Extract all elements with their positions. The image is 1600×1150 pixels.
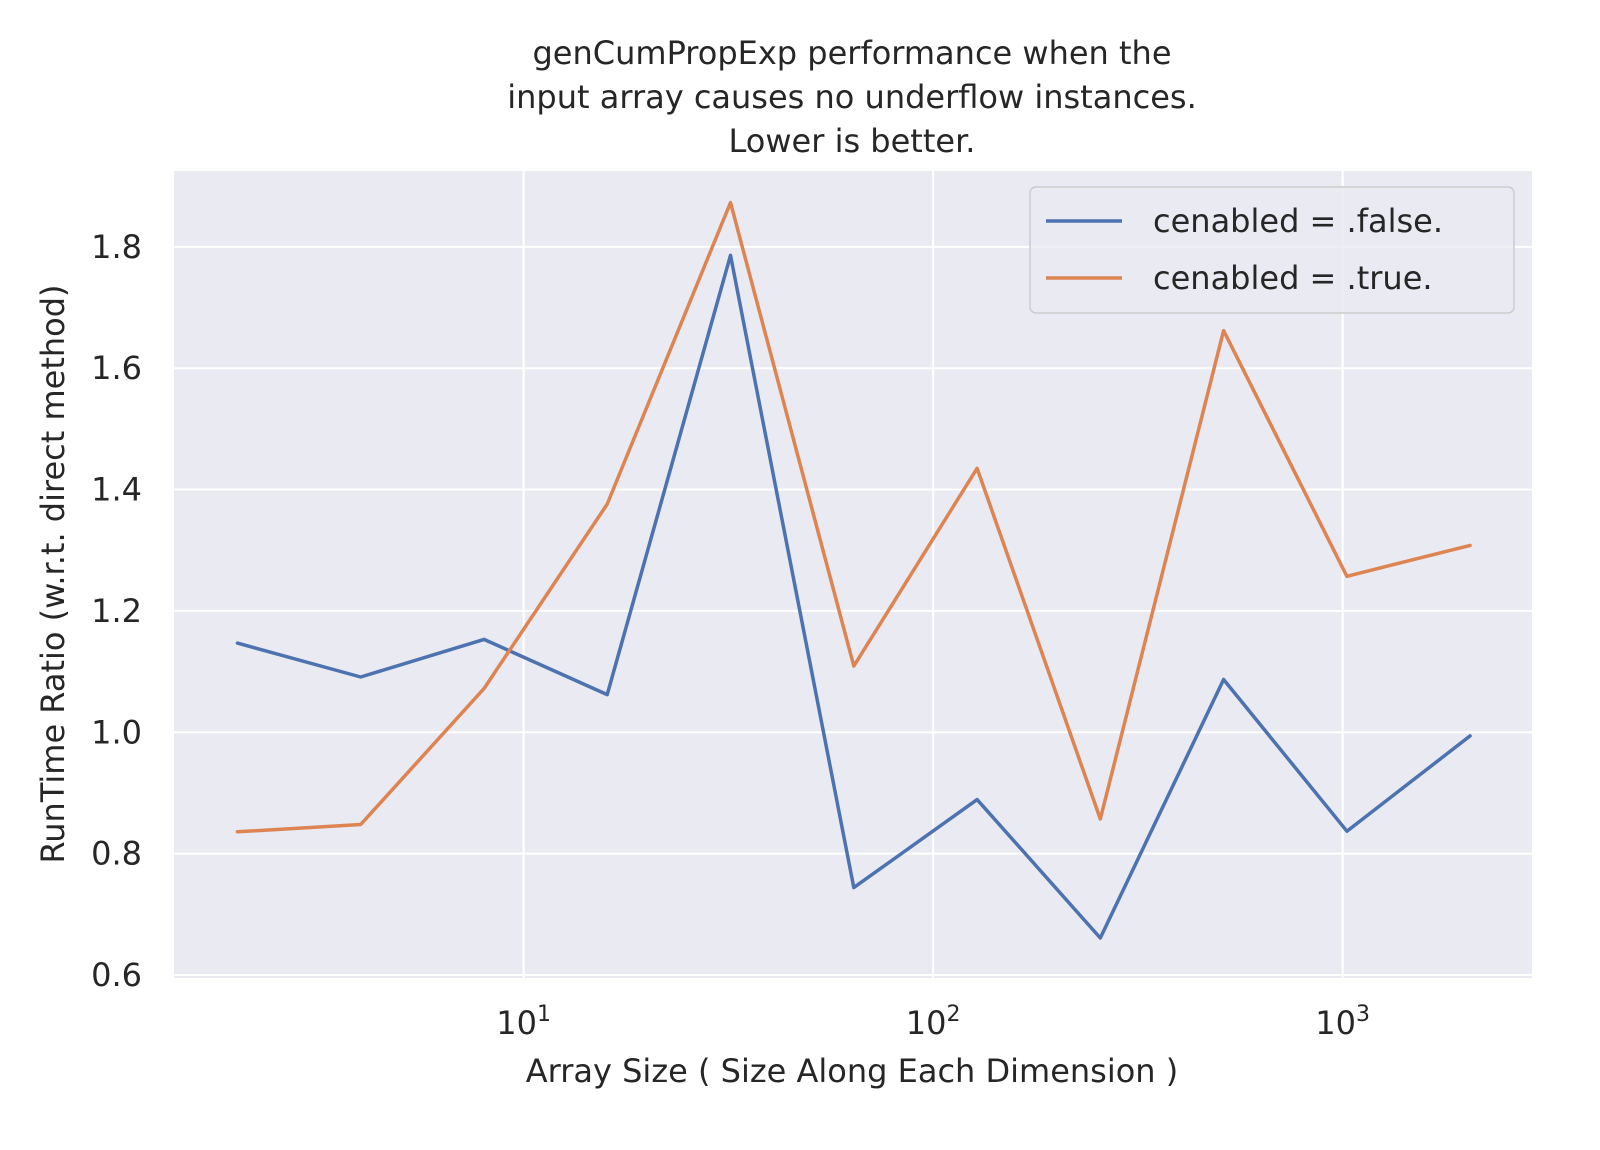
y-tick-label: 0.6	[91, 956, 142, 994]
y-axis-label: RunTime Ratio (w.r.t. direct method)	[34, 284, 72, 863]
y-tick-label: 0.8	[91, 835, 142, 873]
y-tick-label: 1.4	[91, 471, 142, 509]
y-tick-label: 1.2	[91, 592, 142, 630]
y-tick-label: 1.6	[91, 349, 142, 387]
x-axis-ticks: 101 102 103	[496, 1002, 1370, 1042]
y-tick-label: 1.8	[91, 228, 142, 266]
series-layer	[235, 200, 1472, 940]
title-line-1: genCumPropExp performance when the	[532, 34, 1171, 72]
chart-title: genCumPropExp performance when the input…	[507, 34, 1196, 160]
series-line-2	[235, 200, 1472, 834]
legend: cenabled = .false. cenabled = .true.	[1029, 186, 1515, 314]
legend-box	[1029, 186, 1515, 314]
legend-label-2: cenabled = .true.	[1153, 259, 1433, 297]
legend-label-1: cenabled = .false.	[1153, 202, 1443, 240]
x-axis-label: Array Size ( Size Along Each Dimension )	[526, 1052, 1178, 1090]
x-tick-label: 101	[496, 1002, 551, 1042]
title-line-2: input array causes no underflow instance…	[507, 78, 1196, 116]
x-tick-label: 103	[1315, 1002, 1370, 1042]
y-tick-label: 1.0	[91, 713, 142, 751]
series-line-1	[235, 253, 1472, 940]
title-line-3: Lower is better.	[729, 122, 976, 160]
y-axis-ticks: 0.6 0.8 1.0 1.2 1.4 1.6 1.8	[91, 228, 142, 994]
x-tick-label: 102	[906, 1002, 961, 1042]
